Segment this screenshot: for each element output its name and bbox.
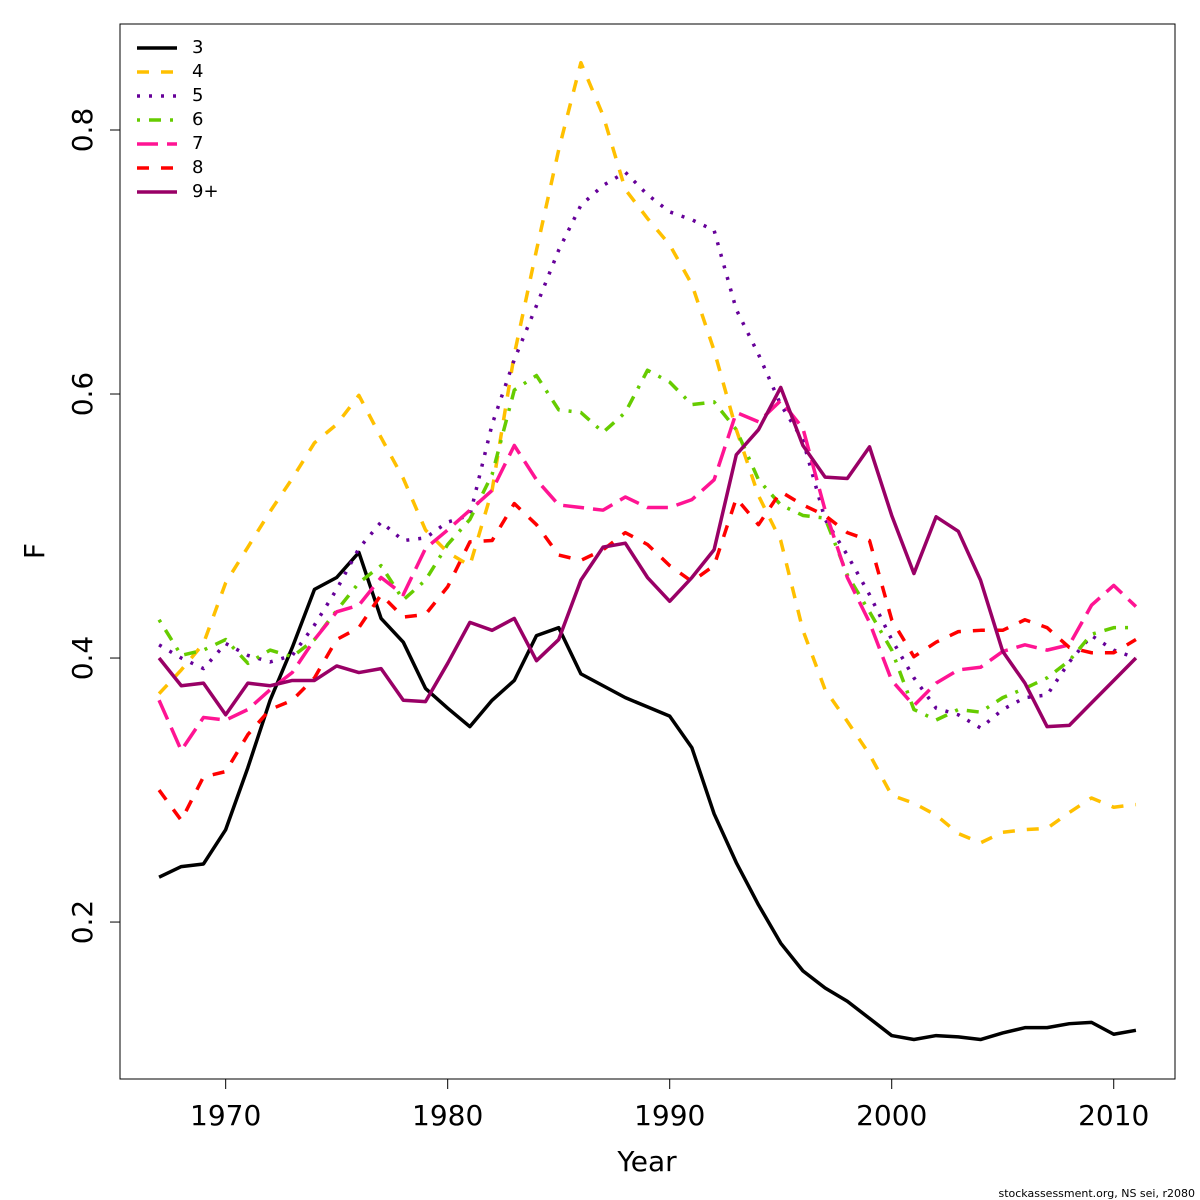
y-tick-label: 0.8 [66,108,99,153]
series-line [157,60,1137,845]
series-line [157,398,1138,753]
footnote: stockassessment.org, NS sei, r2080 [998,1187,1195,1200]
legend-label: 6 [192,109,203,130]
legend-label: 5 [192,85,203,106]
series-line [158,550,1137,1042]
legend-label: 3 [192,37,203,58]
legend-label: 7 [192,133,203,154]
series-line [157,385,1138,729]
x-tick-label: 1980 [412,1099,483,1132]
x-tick-label: 2000 [856,1099,927,1132]
legend-label: 4 [192,61,203,82]
legend-label: 9+ [192,181,219,202]
y-tick-label: 0.4 [66,636,99,681]
y-tick-label: 0.2 [66,900,99,945]
x-tick-label: 1990 [634,1099,705,1132]
y-tick-label: 0.6 [66,372,99,417]
x-tick-label: 1970 [190,1099,261,1132]
plot-frame [119,23,1176,1080]
legend-label: 8 [192,157,203,178]
series-line [157,489,1137,823]
x-axis-label: Year [616,1145,677,1178]
x-tick-label: 2010 [1078,1099,1149,1132]
y-axis-label: F [18,543,51,559]
